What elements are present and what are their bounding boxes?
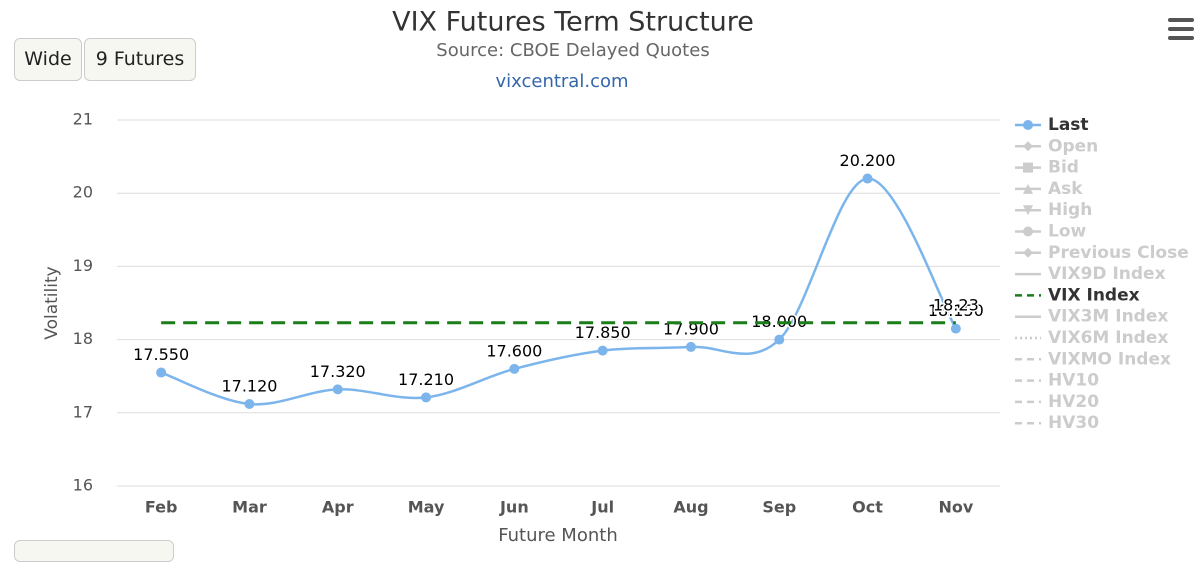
data-label: 17.850: [575, 323, 631, 342]
chart: VIX Futures Term Structure Source: CBOE …: [42, 7, 1194, 546]
menu-icon[interactable]: [1168, 18, 1194, 40]
x-tick-label: Apr: [322, 498, 354, 517]
y-tick-label: 17: [73, 402, 93, 421]
legend-item[interactable]: VIXMO Index: [1015, 349, 1171, 369]
y-tick-label: 19: [73, 256, 93, 275]
legend-label: VIX6M Index: [1048, 328, 1168, 348]
x-tick-label: Oct: [852, 498, 883, 517]
x-tick-label: May: [408, 498, 445, 517]
chart-subtitle: Source: CBOE Delayed Quotes: [436, 40, 709, 61]
x-tick-label: Feb: [145, 498, 178, 517]
chart-title: VIX Futures Term Structure: [392, 7, 754, 38]
legend-item[interactable]: Low: [1015, 222, 1087, 242]
menu-bar[interactable]: [1168, 27, 1194, 31]
data-label: 17.320: [310, 362, 366, 381]
legend-item[interactable]: VIX6M Index: [1015, 328, 1168, 348]
point-marker: [597, 345, 608, 356]
legend-label: VIX Index: [1048, 285, 1140, 305]
data-label: 17.550: [133, 345, 189, 364]
partial-button[interactable]: [14, 540, 174, 562]
data-label: 18.23: [933, 295, 979, 314]
legend-label: VIX9D Index: [1048, 264, 1166, 284]
legend-marker: [1023, 162, 1033, 173]
legend-label: Bid: [1048, 158, 1079, 178]
data-label: 17.600: [486, 341, 542, 360]
legend-item[interactable]: HV20: [1015, 392, 1099, 412]
x-tick-label: Jun: [499, 498, 529, 517]
x-tick-label: Jul: [590, 498, 614, 517]
point-marker: [156, 367, 167, 378]
data-label: 17.120: [221, 377, 277, 396]
chart-container: VIX Futures Term Structure Source: CBOE …: [14, 7, 1194, 562]
point-marker: [509, 363, 520, 374]
legend-item[interactable]: Open: [1015, 136, 1098, 156]
wide-button[interactable]: Wide: [14, 38, 82, 81]
point-marker: [774, 334, 785, 345]
legend-label: Last: [1048, 115, 1089, 135]
y-axis-title: Volatility: [42, 266, 62, 339]
legend-item[interactable]: VIX3M Index: [1015, 307, 1168, 327]
y-tick-label: 20: [73, 183, 93, 202]
data-label: 18.150: [928, 301, 984, 320]
legend-label: Open: [1048, 136, 1098, 156]
legend-label: HV10: [1048, 371, 1099, 391]
legend-item[interactable]: High: [1015, 200, 1092, 220]
legend-item[interactable]: Previous Close: [1015, 243, 1189, 263]
legend-label: HV20: [1048, 392, 1099, 412]
legend-label: VIX3M Index: [1048, 307, 1168, 327]
legend-item[interactable]: Last: [1015, 115, 1089, 135]
legend-marker: [1023, 247, 1033, 258]
y-tick-label: 18: [73, 329, 93, 348]
y-tick-label: 21: [73, 110, 93, 129]
legend-label: Previous Close: [1048, 243, 1189, 263]
legend-item[interactable]: VIX9D Index: [1015, 264, 1166, 284]
data-label: 20.200: [840, 151, 896, 170]
y-tick-label: 16: [73, 476, 93, 495]
legend-item[interactable]: HV10: [1015, 371, 1099, 391]
legend-marker: [1023, 226, 1033, 237]
point-marker: [421, 392, 432, 403]
legend-item[interactable]: HV30: [1015, 413, 1099, 433]
legend-label: HV30: [1048, 413, 1099, 433]
legend-item[interactable]: VIX Index: [1015, 285, 1140, 305]
point-marker: [685, 341, 696, 352]
series-line: [160, 177, 957, 406]
futures-button[interactable]: 9 Futures: [84, 38, 196, 81]
legend-marker: [1023, 183, 1033, 194]
legend-item[interactable]: Bid: [1015, 158, 1079, 178]
data-label: 17.210: [398, 370, 454, 389]
x-tick-label: Nov: [938, 498, 973, 517]
point-marker: [950, 323, 961, 334]
credit-link[interactable]: vixcentral.com: [495, 71, 628, 92]
page: VIX Futures Term Structure Source: CBOE …: [14, 6, 1194, 562]
x-tick-label: Sep: [762, 498, 796, 517]
x-tick-label: Aug: [673, 498, 708, 517]
point-marker: [862, 173, 873, 184]
legend-marker: [1023, 120, 1033, 130]
point-marker: [332, 384, 343, 395]
x-tick-label: Mar: [232, 498, 267, 517]
menu-bar[interactable]: [1168, 36, 1194, 40]
legend-item[interactable]: Ask: [1015, 179, 1083, 199]
legend-marker: [1023, 141, 1033, 152]
legend-label: High: [1048, 200, 1092, 220]
legend-label: VIXMO Index: [1048, 349, 1171, 369]
x-axis-title: Future Month: [498, 525, 617, 546]
legend-marker: [1023, 205, 1033, 216]
legend-label: Ask: [1048, 179, 1083, 199]
legend-label: Low: [1048, 222, 1087, 242]
menu-bar[interactable]: [1168, 18, 1194, 22]
point-marker: [244, 399, 255, 410]
